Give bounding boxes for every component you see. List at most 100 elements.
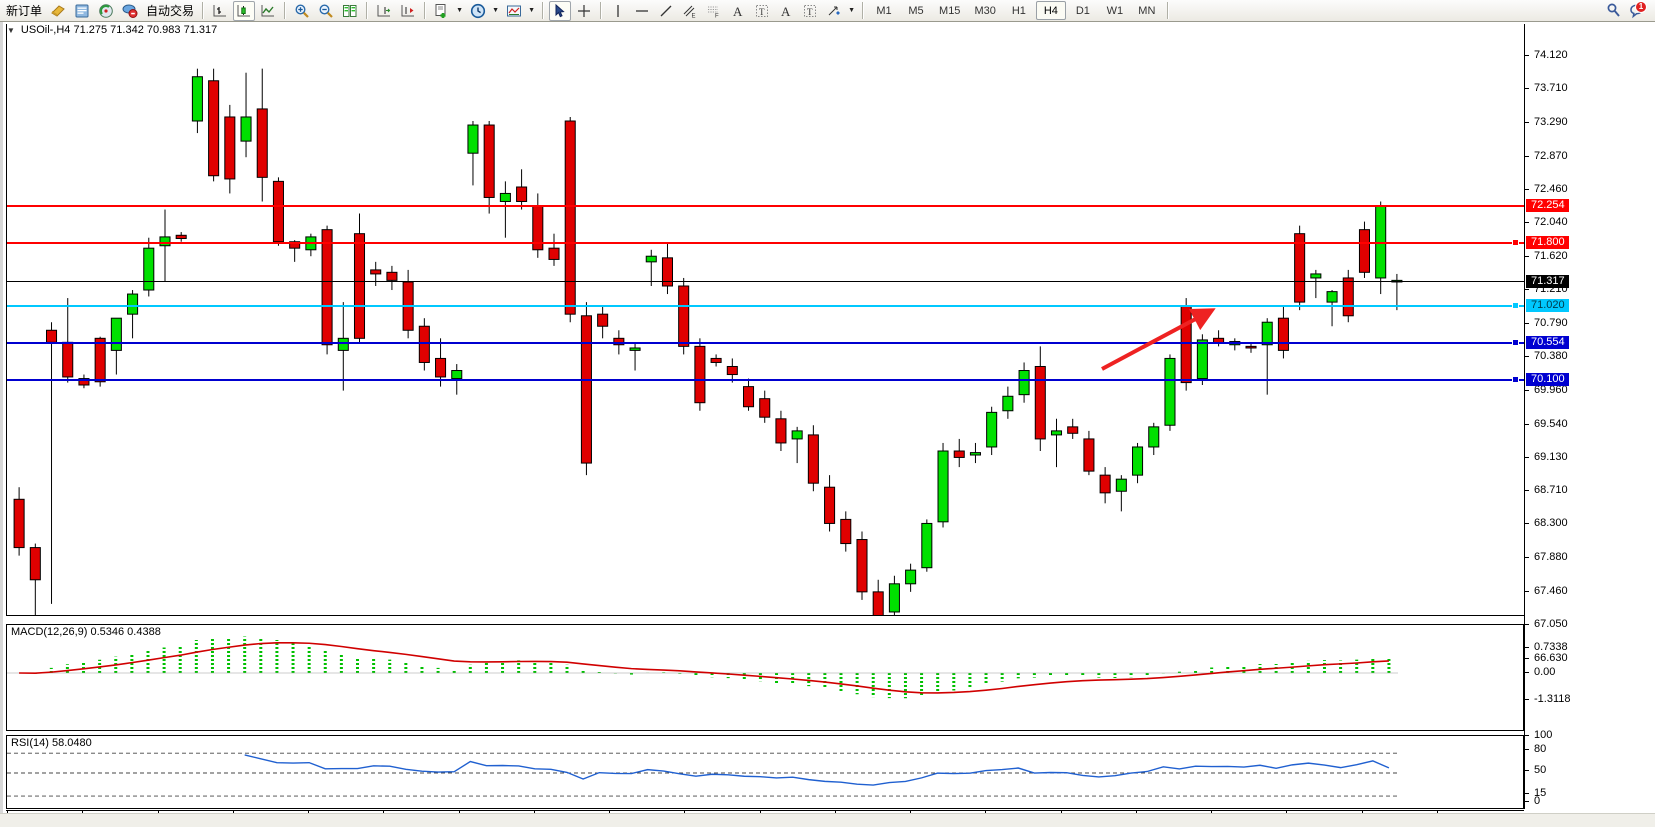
chart-menu-caret-icon[interactable]: ▼ bbox=[7, 25, 15, 35]
timeframe-m30[interactable]: M30 bbox=[974, 4, 996, 17]
autotrading-label[interactable]: 自动交易 bbox=[146, 4, 195, 18]
status-bar bbox=[0, 813, 1655, 827]
rsi-series bbox=[7, 752, 1398, 797]
indicators-icon[interactable] bbox=[503, 1, 525, 21]
zoom-in-icon[interactable] bbox=[291, 1, 313, 21]
level-handle[interactable] bbox=[1512, 301, 1519, 309]
price-tick: 69.540 bbox=[1525, 418, 1568, 430]
price-tick: 66.630 bbox=[1525, 652, 1568, 664]
level-handle[interactable] bbox=[1512, 339, 1519, 347]
text-label-icon[interactable]: A bbox=[727, 1, 749, 21]
bar-chart-icon[interactable] bbox=[209, 1, 231, 21]
indicator-tick: -1.3118 bbox=[1525, 693, 1571, 705]
toolbar-right-group: 1 bbox=[1601, 0, 1655, 21]
chevron-down-icon[interactable]: ▼ bbox=[492, 7, 499, 14]
price-tick: 69.130 bbox=[1525, 451, 1568, 463]
svg-text:A: A bbox=[781, 4, 791, 19]
terminal-window-icon[interactable] bbox=[71, 1, 93, 21]
level-line-resistance[interactable] bbox=[7, 241, 1524, 244]
arrows-shapes-icon[interactable] bbox=[823, 1, 845, 21]
vertical-line-icon[interactable] bbox=[607, 1, 629, 21]
price-tick: 72.460 bbox=[1525, 183, 1568, 195]
search-icon[interactable] bbox=[1602, 1, 1624, 21]
timeframe-w1[interactable]: W1 bbox=[1106, 4, 1124, 17]
price-tick: 67.050 bbox=[1525, 618, 1568, 630]
indicator-tick: 0.00 bbox=[1525, 666, 1555, 678]
svg-text:E: E bbox=[692, 13, 696, 19]
timeframe-mn[interactable]: MN bbox=[1138, 4, 1156, 17]
price-tick: 67.880 bbox=[1525, 551, 1568, 563]
level-line-resistance[interactable] bbox=[7, 205, 1524, 208]
candlestick-chart-icon[interactable] bbox=[233, 0, 256, 21]
text-box-icon[interactable]: T bbox=[799, 1, 821, 21]
tile-windows-icon[interactable] bbox=[339, 1, 361, 21]
price-tag-support[interactable]: 70.100 bbox=[1526, 372, 1569, 386]
new-chart-icon[interactable] bbox=[431, 1, 453, 21]
autotrading-icon[interactable] bbox=[119, 1, 141, 21]
level-handle[interactable] bbox=[1512, 238, 1519, 246]
candlestick-series bbox=[13, 68, 1403, 615]
timeframe-m15[interactable]: M15 bbox=[939, 4, 961, 17]
price-tag-pivot[interactable]: 71.020 bbox=[1526, 298, 1569, 312]
macd-series bbox=[7, 636, 1398, 699]
indicator-tick: 50 bbox=[1525, 764, 1546, 776]
price-scale[interactable]: 74.120 73.710 73.290 72.870 72.460 72.040 71.6… bbox=[1524, 24, 1655, 809]
periodicity-clock-icon[interactable] bbox=[467, 1, 489, 21]
market-watch-icon[interactable] bbox=[95, 1, 117, 21]
rsi-pane[interactable]: RSI(14) 58.0480 bbox=[6, 735, 1524, 809]
new-order-button[interactable]: 新订单 bbox=[6, 4, 43, 18]
price-tick: 67.460 bbox=[1525, 585, 1568, 597]
text-label-icon[interactable]: A bbox=[775, 1, 797, 21]
chart-shift-icon[interactable] bbox=[373, 1, 395, 21]
indicator-tick: 0.7338 bbox=[1525, 641, 1568, 653]
indicator-tick: 15 bbox=[1525, 787, 1546, 799]
level-line-support[interactable] bbox=[7, 378, 1524, 381]
level-line-pivot[interactable] bbox=[7, 304, 1524, 307]
price-tick: 74.120 bbox=[1525, 49, 1568, 61]
notifications-icon[interactable]: 1 bbox=[1626, 0, 1648, 21]
indicator-tick: 0 bbox=[1525, 795, 1540, 807]
price-tag-support[interactable]: 70.554 bbox=[1526, 336, 1569, 350]
chevron-down-icon[interactable]: ▼ bbox=[848, 7, 855, 14]
notification-badge: 1 bbox=[1635, 0, 1647, 13]
toolbar-separator bbox=[284, 2, 287, 19]
main-toolbar: 新订单 自动交易 bbox=[0, 0, 1655, 22]
toolbar-separator bbox=[202, 2, 205, 19]
toolbar-separator bbox=[424, 2, 427, 19]
timeframe-h4[interactable]: H4 bbox=[1035, 1, 1066, 20]
horizontal-line-icon[interactable] bbox=[631, 1, 653, 21]
macd-pane[interactable]: MACD(12,26,9) 0.5346 0.4388 bbox=[6, 624, 1524, 731]
line-chart-icon[interactable] bbox=[257, 1, 279, 21]
price-chart-pane[interactable] bbox=[6, 24, 1524, 616]
chart-header: ▼ USOil-,H4 71.275 71.342 70.983 71.317 bbox=[3, 22, 217, 38]
text-box-icon[interactable]: T bbox=[751, 1, 773, 21]
cursor-icon[interactable] bbox=[549, 0, 572, 21]
timeframe-d1[interactable]: D1 bbox=[1075, 4, 1090, 17]
level-handle[interactable] bbox=[1512, 375, 1519, 383]
price-tag-last-price[interactable]: 71.317 bbox=[1526, 274, 1569, 288]
crosshair-icon[interactable] bbox=[573, 1, 595, 21]
level-line-last-price[interactable] bbox=[7, 280, 1524, 282]
timeframe-m5[interactable]: M5 bbox=[908, 4, 924, 17]
timeframe-m1[interactable]: M1 bbox=[876, 4, 892, 17]
fibonacci-icon[interactable]: F bbox=[703, 1, 725, 21]
timeframe-h1[interactable]: H1 bbox=[1011, 4, 1026, 17]
auto-scroll-icon[interactable] bbox=[397, 1, 419, 21]
zoom-out-icon[interactable] bbox=[315, 1, 337, 21]
price-tick: 70.380 bbox=[1525, 350, 1568, 362]
new-order-icon[interactable] bbox=[47, 1, 69, 21]
price-tag-resistance[interactable]: 72.254 bbox=[1526, 199, 1569, 213]
toolbar-separator bbox=[366, 2, 369, 19]
price-tick: 68.710 bbox=[1525, 484, 1568, 496]
price-tick: 73.290 bbox=[1525, 116, 1568, 128]
equidistant-channel-icon[interactable]: E bbox=[679, 1, 701, 21]
chevron-down-icon[interactable]: ▼ bbox=[528, 7, 535, 14]
price-tick: 71.620 bbox=[1525, 250, 1568, 262]
level-line-support[interactable] bbox=[7, 342, 1524, 345]
svg-text:T: T bbox=[807, 7, 813, 17]
svg-text:A: A bbox=[733, 4, 743, 19]
trendline-icon[interactable] bbox=[655, 1, 677, 21]
price-tag-resistance[interactable]: 71.800 bbox=[1526, 235, 1569, 249]
price-tick: 72.870 bbox=[1525, 150, 1568, 162]
chevron-down-icon[interactable]: ▼ bbox=[456, 7, 463, 14]
